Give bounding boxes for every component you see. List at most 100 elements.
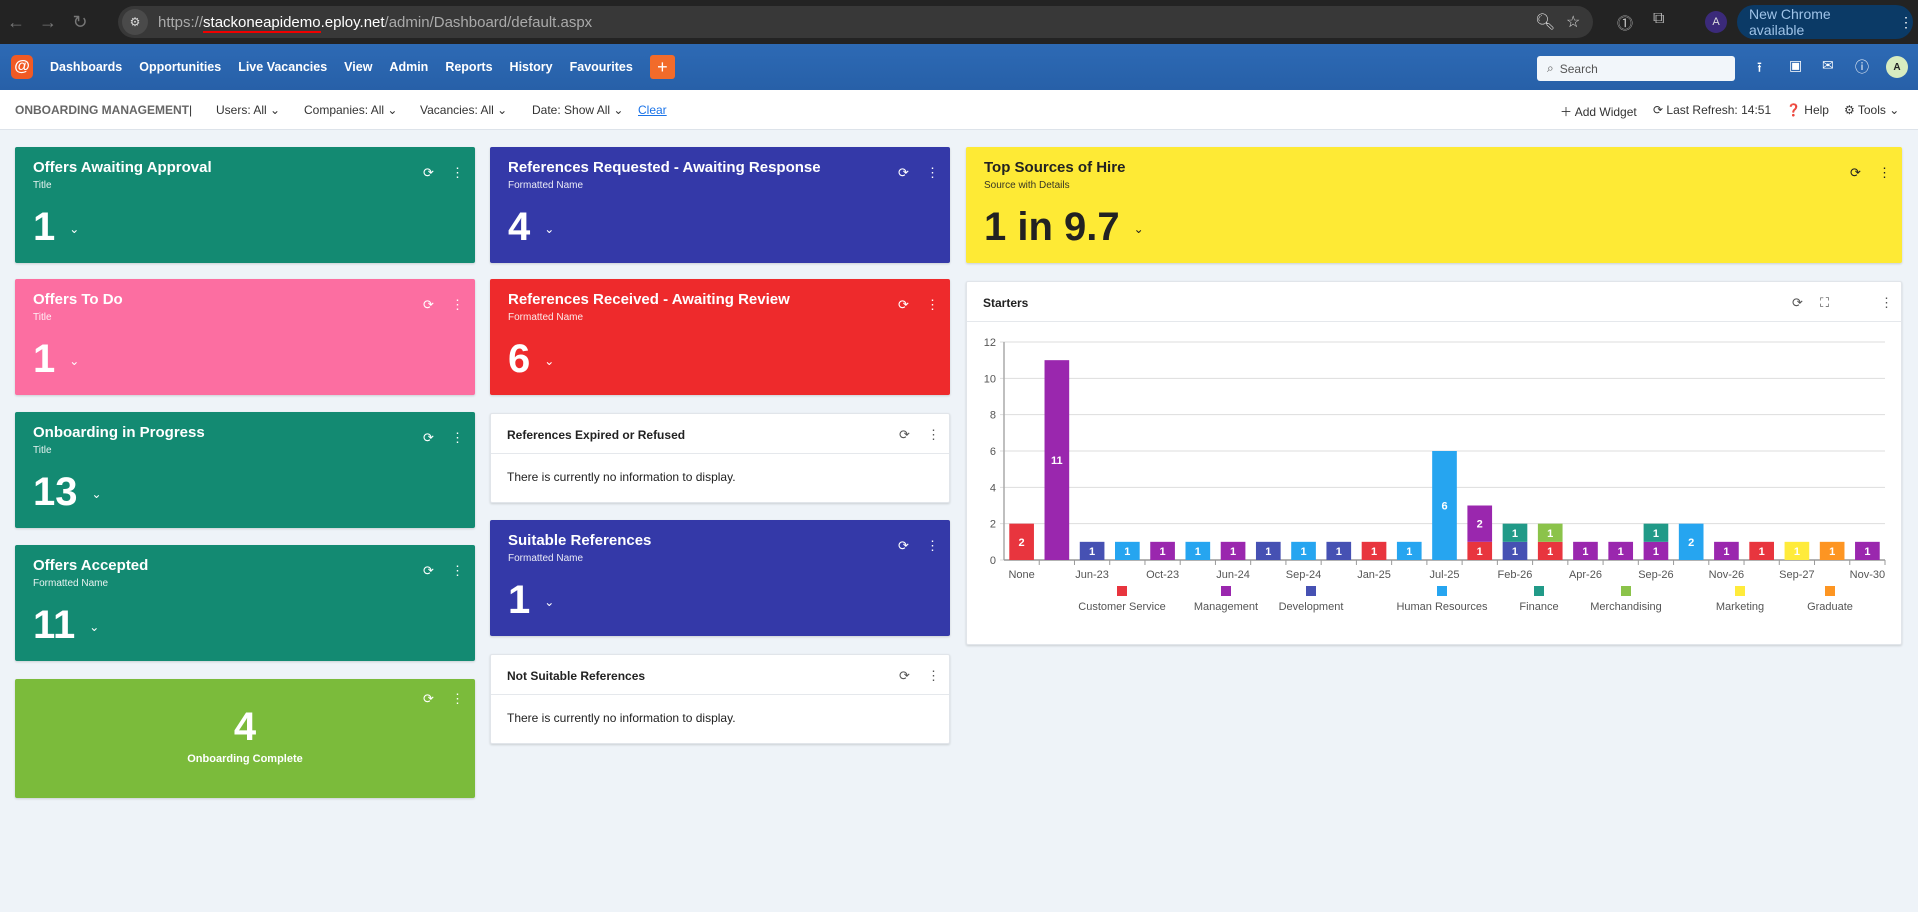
nav-favourites[interactable]: Favourites [569,60,633,74]
extensions-icon[interactable]: ⧉ [1653,10,1665,27]
bar-segment [1749,541,1774,560]
widget-value: 4 [233,705,257,749]
site-settings-icon[interactable]: ⚙ [122,9,148,35]
star-icon[interactable]: ☆ [1566,14,1581,31]
legend-swatch [1534,586,1544,596]
nav-reports[interactable]: Reports [445,60,493,74]
nav-live-vacancies[interactable]: Live Vacancies [238,60,328,74]
widget-suitable-references[interactable]: Suitable References Formatted Name 1 ⌄ ⟳ … [490,520,950,636]
legend-label: Customer Service [1078,601,1165,613]
filter-users[interactable]: Users: All ⌄ [216,103,281,117]
refresh-icon[interactable]: ⟳ [1850,165,1861,180]
more-icon[interactable]: ⋮ [926,165,939,180]
widget-offers-accepted[interactable]: Offers Accepted Formatted Name 11 ⌄ ⟳ ⋮ [15,545,475,661]
widget-onboarding-in-progress[interactable]: Onboarding in Progress Title 13 ⌄ ⟳ ⋮ [15,412,475,528]
widget-references-expired: References Expired or Refused ⟳ ⋮ There … [490,413,950,503]
nav-opportunities[interactable]: Opportunities [139,60,222,74]
more-icon[interactable]: ⋮ [451,297,464,312]
password-manager-icon[interactable]: ⓵ [1617,16,1634,33]
calendar-icon[interactable]: ▣ [1789,57,1803,73]
refresh-icon[interactable]: ⟳ [423,297,434,312]
data-label: 1 [1864,546,1870,558]
address-bar[interactable]: ⚙ https://stackoneapidemo.eploy.net/admi… [118,6,1593,38]
help-button[interactable]: ❓ Help [1786,103,1829,117]
value-text: 6 [508,337,531,381]
more-icon[interactable]: ⋮ [451,430,464,445]
widget-value[interactable]: 6 ⌄ [508,337,554,382]
widget-onboarding-complete[interactable]: ⟳ ⋮ 4 Onboarding Complete [15,679,475,798]
data-label: 1 [1723,546,1729,558]
widget-value[interactable]: 13 ⌄ [33,470,102,515]
zoom-icon[interactable]: 🔍︎ [1535,14,1556,31]
data-label: 1 [1124,546,1130,558]
widget-references-received[interactable]: References Received - Awaiting Review Fo… [490,279,950,395]
refresh-icon[interactable]: ⟳ [898,538,909,553]
widget-references-requested[interactable]: References Requested - Awaiting Response… [490,147,950,263]
more-icon[interactable]: ⋮ [927,427,940,442]
nav-view[interactable]: View [344,60,373,74]
widget-title: References Expired or Refused [507,428,686,442]
widget-value[interactable]: 1 ⌄ [508,578,554,623]
data-label: 1 [1582,546,1588,558]
help-icon[interactable]: ⓘ [1855,59,1869,75]
more-icon[interactable]: ⋮ [451,165,464,180]
bar-segment [1502,523,1528,542]
eploy-logo[interactable]: @ [11,55,33,79]
bar-segment [1784,541,1810,560]
legend-swatch [1735,586,1745,596]
widget-value[interactable]: 11 ⌄ [33,603,99,648]
widget-value[interactable]: 1 in 9.7 ⌄ [984,205,1144,250]
tools-menu[interactable]: ⚙ Tools ⌄ [1844,103,1900,117]
refresh-icon[interactable]: ⟳ [423,563,434,578]
refresh-icon[interactable]: ⟳ [898,165,909,180]
profile-avatar[interactable]: A [1705,11,1727,33]
widget-offers-awaiting-approval[interactable]: Offers Awaiting Approval Title 1 ⌄ ⟳ ⋮ [15,147,475,263]
refresh-button[interactable]: ⟳ Last Refresh: 14:51 [1653,103,1772,117]
forward-icon[interactable]: → [39,11,57,32]
expand-icon[interactable]: ⛶ [1820,295,1830,310]
add-widget-button[interactable]: ＋ Add Widget [1560,105,1637,119]
add-button[interactable]: + [649,55,675,79]
refresh-icon[interactable]: ⟳ [1792,295,1803,310]
clear-filters-link[interactable]: Clear [638,103,667,117]
more-icon[interactable]: ⋮ [926,297,939,312]
refresh-icon[interactable]: ⟳ [423,165,434,180]
user-avatar[interactable]: A [1886,56,1908,78]
refresh-icon[interactable]: ⟳ [899,668,910,683]
filter-vacancies[interactable]: Vacancies: All ⌄ [420,103,508,117]
nav-history[interactable]: History [509,60,553,74]
divider [967,321,1901,322]
upload-icon[interactable]: ⭱ [1757,59,1762,75]
filter-companies[interactable]: Companies: All ⌄ [304,103,398,117]
y-tick-label: 8 [990,410,996,422]
nav-dashboards[interactable]: Dashboards [50,60,123,74]
widget-value[interactable]: 1 ⌄ [33,205,79,250]
more-icon[interactable]: ⋮ [451,691,464,706]
y-tick-label: 6 [990,446,996,458]
widget-offers-to-do[interactable]: Offers To Do Title 1 ⌄ ⟳ ⋮ [15,279,475,395]
widget-value[interactable]: 4 ⌄ [508,205,554,250]
refresh-icon[interactable]: ⟳ [898,297,909,312]
widget-top-sources-of-hire[interactable]: Top Sources of Hire Source with Details … [966,147,1902,263]
data-label: 1 [1512,546,1518,558]
nav-admin[interactable]: Admin [389,60,429,74]
more-icon[interactable]: ⋮ [926,538,939,553]
x-tick-label: Sep-27 [1779,569,1814,581]
refresh-icon[interactable]: ⟳ [423,691,434,706]
reload-icon[interactable]: ↻ [72,11,88,32]
legend-swatch [1437,586,1447,596]
data-label: 1 [1547,546,1553,558]
update-chrome-button[interactable]: New Chrome available ⋮ [1737,5,1913,39]
more-icon[interactable]: ⋮ [1880,295,1893,310]
widget-value[interactable]: 1 ⌄ [33,337,79,382]
refresh-icon[interactable]: ⟳ [899,427,910,442]
filter-date[interactable]: Date: Show All ⌄ [532,103,624,117]
refresh-icon[interactable]: ⟳ [423,430,434,445]
more-icon[interactable]: ⋮ [927,668,940,683]
more-icon[interactable]: ⋮ [451,563,464,578]
more-icon[interactable]: ⋮ [1878,165,1891,180]
back-icon[interactable]: ← [7,11,25,32]
y-tick-label: 2 [990,519,996,531]
search-input[interactable]: ⌕ Search [1537,56,1735,81]
mail-icon[interactable]: ✉ [1822,57,1834,73]
